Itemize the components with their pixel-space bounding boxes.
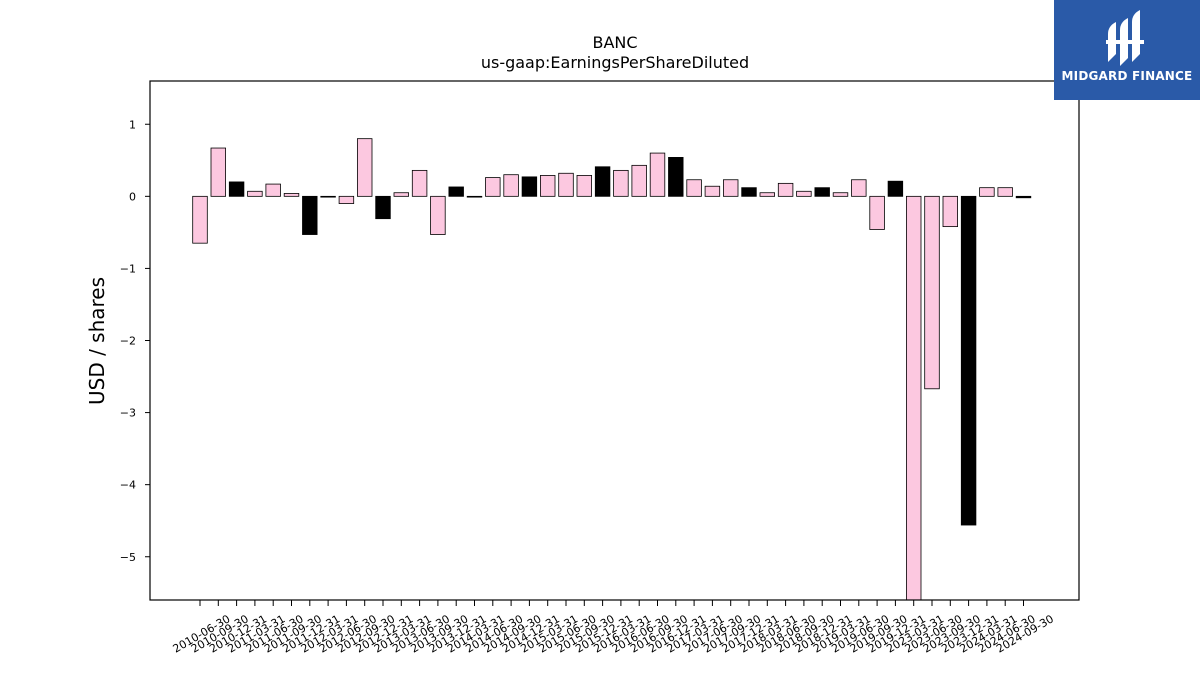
bar [704,185,721,197]
bar [265,183,281,197]
bar [558,172,574,197]
bar [997,187,1013,197]
bar [521,176,538,197]
bar [613,169,629,197]
bar [668,157,684,197]
bar [320,195,336,198]
bar [466,195,483,198]
chart-title: BANC [592,33,637,52]
bar [759,192,776,197]
bar [503,174,519,197]
bar [302,195,318,235]
y-tick-label: −4 [120,479,136,492]
bar [192,195,208,244]
bar [777,182,794,197]
bar [887,180,904,197]
bar [796,190,812,197]
y-tick-label: −2 [120,335,136,348]
bar [942,195,959,228]
y-axis-label: USD / shares [85,277,109,405]
bar [832,192,849,197]
bar [375,195,391,220]
bar [869,195,885,230]
bar [411,169,428,197]
y-tick-label: −1 [120,262,136,275]
bar [924,195,940,390]
bar [851,179,867,197]
plot-frame [149,80,1080,601]
bar [393,192,410,197]
bar [356,138,373,197]
bar [228,181,245,197]
bar [594,166,611,197]
bar [906,195,922,601]
bar [979,187,995,197]
logo-text: MIDGARD FINANCE [1061,69,1193,83]
y-tick-label: 0 [129,190,136,203]
bar [1015,195,1032,199]
bar [540,175,556,197]
bar [430,195,446,235]
bar [576,175,593,197]
bar [814,187,830,197]
bar [686,179,702,197]
bar [247,190,263,197]
y-axis: 1 0 −1 −2 −3 −4 −5 [120,118,150,564]
bar [960,195,977,526]
chart-subtitle: us-gaap:EarningsPerShareDiluted [481,53,749,72]
y-tick-label: 1 [129,118,136,131]
midgard-finance-logo: MIDGARD FINANCE [1054,0,1200,100]
x-axis: 2010-06-302010-09-302010-12-312011-03-31… [171,600,1056,656]
bar [210,147,227,197]
y-tick-label: −5 [120,551,136,564]
bar [649,152,666,197]
y-tick-label: −3 [120,407,136,420]
bar [283,193,300,197]
bar [741,187,757,197]
bar [723,179,739,197]
midgard-finance-logo-icon [1106,10,1144,66]
bar [338,195,355,204]
bar [631,164,647,197]
bars-group [192,138,1032,601]
bar [448,186,464,197]
bar [485,177,501,197]
